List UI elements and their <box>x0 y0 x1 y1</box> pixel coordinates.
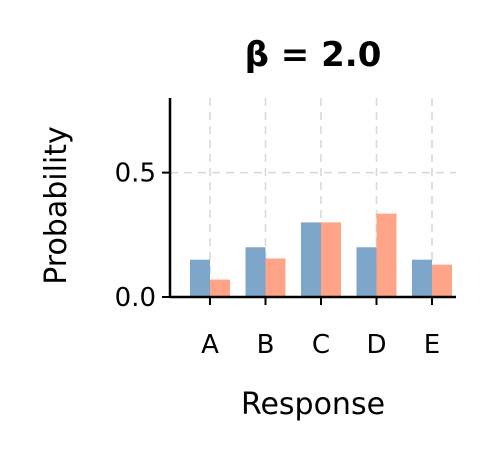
bar-a-series-2 <box>210 279 230 297</box>
x-tick-label: E <box>424 330 440 360</box>
bar-d-series-1 <box>356 247 377 297</box>
x-tick-label: B <box>257 330 275 360</box>
x-axis-label: Response <box>241 387 385 422</box>
bar-c-series-1 <box>301 222 321 297</box>
bar-b-series-2 <box>265 258 286 297</box>
y-tick-label: 0.0 <box>115 283 156 313</box>
grid <box>170 98 456 297</box>
y-tick-label: 0.5 <box>115 159 156 189</box>
bar-e-series-2 <box>432 264 452 297</box>
y-axis-label: Probability <box>39 126 74 285</box>
bar-b-series-1 <box>245 247 266 297</box>
axes <box>168 98 456 299</box>
x-tick-label: D <box>366 330 386 360</box>
bars <box>190 213 452 297</box>
tick-labels: 0.0 0.5 A B C D E <box>115 159 441 360</box>
x-tick-label: C <box>312 330 330 360</box>
bar-a-series-1 <box>190 259 210 297</box>
bar-d-series-2 <box>376 213 397 297</box>
chart-title: β = 2.0 <box>245 35 382 75</box>
x-tick-label: A <box>201 330 219 360</box>
bar-c-series-2 <box>321 222 341 297</box>
bar-e-series-1 <box>412 259 432 297</box>
